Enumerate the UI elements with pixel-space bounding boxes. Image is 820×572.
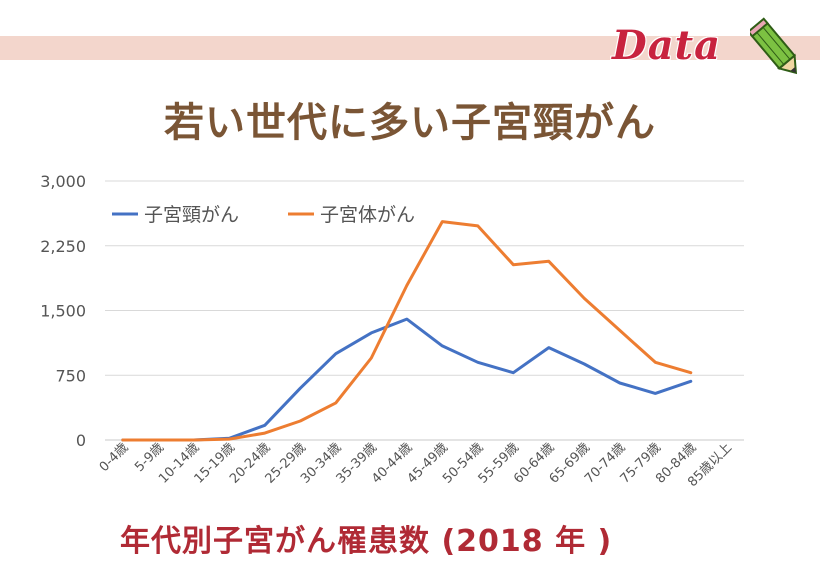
footer-caption: 年代別子宮がん罹患数 (2018 年 ) bbox=[120, 524, 613, 559]
y-tick-label: 0 bbox=[76, 431, 86, 450]
x-axis-ticks: 0-4歳 5-9歳10-14歳15-19歳20-24歳25-29歳30-34歳35… bbox=[97, 440, 735, 490]
y-tick-label: 3,000 bbox=[40, 172, 86, 191]
series-line-1 bbox=[121, 317, 693, 442]
x-tick-label: 0-4歳 bbox=[97, 440, 132, 475]
y-axis-ticks: 0 750 1,500 2,250 3,000 bbox=[40, 172, 86, 450]
series-lines bbox=[121, 220, 693, 442]
y-tick-label: 750 bbox=[55, 366, 86, 385]
line-chart: 0 750 1,500 2,250 3,000 0-4歳 5-9歳10-14歳15-19歳… bbox=[40, 172, 744, 490]
legend-label: 子宮体がん bbox=[320, 204, 415, 226]
gridlines bbox=[105, 180, 744, 441]
chart-title: 若い世代に多い子宮頸がん bbox=[164, 100, 656, 146]
header-band bbox=[0, 36, 820, 60]
legend: 子宮頸がん 子宮体がん bbox=[112, 204, 415, 226]
pencil-icon bbox=[750, 17, 798, 75]
legend-label: 子宮頸がん bbox=[144, 204, 239, 226]
y-tick-label: 1,500 bbox=[40, 302, 86, 321]
y-tick-label: 2,250 bbox=[40, 237, 86, 256]
series-line-2 bbox=[121, 220, 693, 442]
data-badge: Data bbox=[612, 14, 812, 84]
badge-text: Data bbox=[612, 22, 721, 69]
